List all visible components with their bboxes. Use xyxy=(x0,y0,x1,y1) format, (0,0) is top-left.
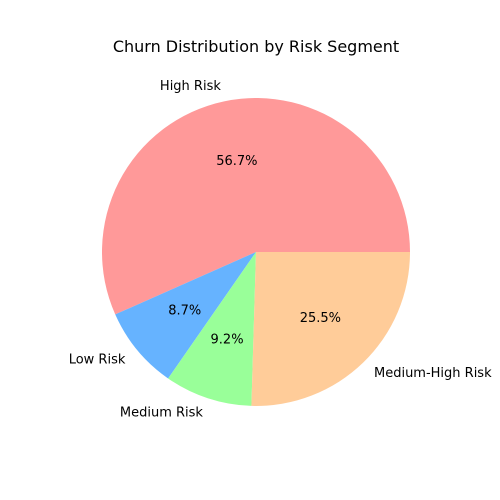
chart-title: Churn Distribution by Risk Segment xyxy=(113,37,399,56)
pie-slice-low-risk xyxy=(115,252,256,379)
slice-percent-low-risk: 8.7% xyxy=(168,303,201,318)
pie-labels: High Risk 56.7% Low Risk 8.7% Medium Risk 9.2… xyxy=(69,79,492,421)
slice-label-medium-risk: Medium Risk xyxy=(120,405,204,420)
pie-slice-high-risk xyxy=(101,97,410,315)
slice-percent-medium-risk: 9.2% xyxy=(211,332,244,347)
slice-percent-high-risk: 56.7% xyxy=(216,154,257,169)
slice-percent-medium-high-risk: 25.5% xyxy=(300,311,341,326)
slice-label-high-risk: High Risk xyxy=(160,79,221,94)
slice-label-low-risk: Low Risk xyxy=(69,352,126,367)
slice-label-medium-high-risk: Medium-High Risk xyxy=(374,366,492,381)
pie-slice-medium-risk xyxy=(168,252,256,406)
pie-slices xyxy=(101,97,410,406)
pie-slice-medium-high-risk xyxy=(251,252,410,406)
